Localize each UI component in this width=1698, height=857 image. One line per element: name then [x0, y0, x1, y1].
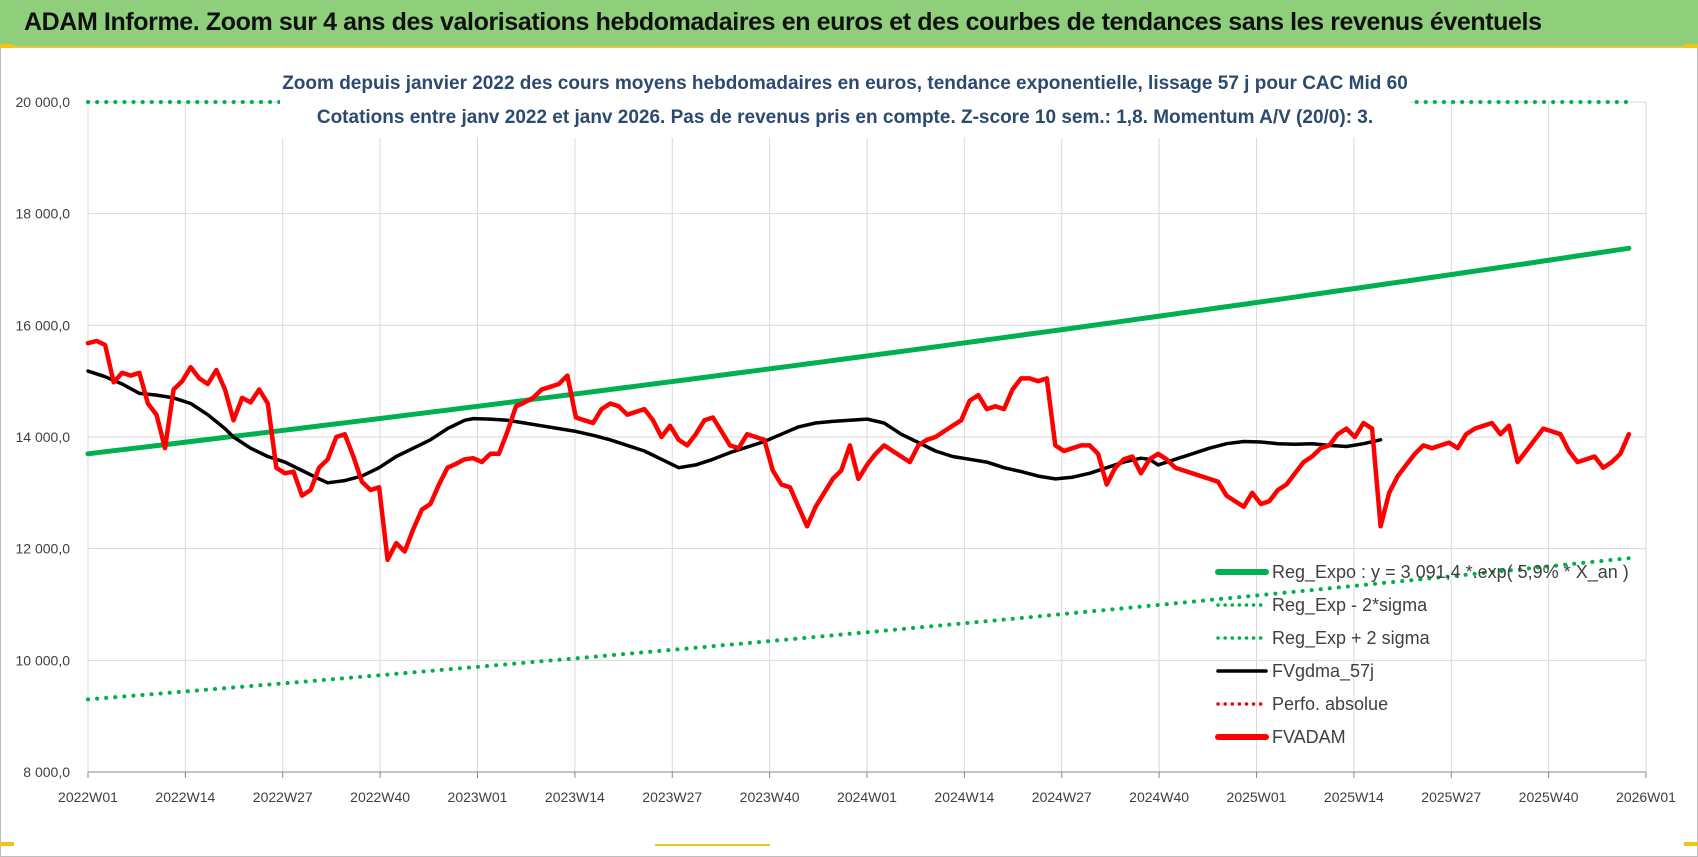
y-tick-label: 10 000,0: [16, 652, 71, 668]
legend-label: FVADAM: [1272, 727, 1346, 747]
x-tick-label: 2025W40: [1519, 789, 1579, 805]
x-tick-label: 2024W27: [1032, 789, 1092, 805]
y-tick-label: 14 000,0: [16, 429, 71, 445]
chart-subtitle-line1: Zoom depuis janvier 2022 des cours moyen…: [282, 73, 1408, 94]
x-tick-label: 2022W40: [350, 789, 410, 805]
y-tick-label: 16 000,0: [16, 317, 71, 333]
legend-label: Reg_Expo : y = 3 091,4 *.exp( 5,9% * X_a…: [1272, 562, 1629, 583]
corner-mark: [1684, 44, 1698, 48]
x-tick-label: 2025W01: [1227, 789, 1287, 805]
page-title: ADAM Informe. Zoom sur 4 ans des valoris…: [24, 8, 1542, 36]
y-tick-label: 20 000,0: [16, 94, 71, 110]
legend-label: Reg_Exp + 2 sigma: [1272, 628, 1431, 649]
band-lower-line: [86, 556, 1631, 702]
fvadam-line: [85, 338, 1632, 563]
legend-label: Perfo. absolue: [1272, 694, 1388, 714]
title-banner: ADAM Informe. Zoom sur 4 ans des valoris…: [0, 0, 1698, 48]
x-tick-label: 2023W27: [642, 789, 702, 805]
x-tick-label: 2023W01: [448, 789, 508, 805]
y-tick-label: 18 000,0: [16, 206, 71, 222]
x-tick-label: 2022W14: [155, 789, 215, 805]
axis-layer: 8 000,0 10 000,0 12 000,0 14 000,0 16 000,0 1…: [16, 94, 1677, 805]
corner-mark: [0, 842, 14, 846]
x-tick-label: 2024W01: [837, 789, 897, 805]
trend-line: [85, 245, 1632, 457]
legend-label: FVgdma_57j: [1272, 661, 1374, 682]
x-tick-label: 2024W40: [1129, 789, 1189, 805]
corner-mark: [0, 44, 14, 48]
y-tick-label: 8 000,0: [23, 764, 70, 780]
y-tick-label: 12 000,0: [16, 541, 71, 557]
subtitle-box: [280, 66, 1410, 138]
legend: Reg_Expo : y = 3 091,4 *.exp( 5,9% * X_a…: [1215, 562, 1629, 747]
corner-mark: [655, 844, 770, 846]
x-tick-label: 2025W14: [1324, 789, 1384, 805]
x-tick-label: 2026W01: [1616, 789, 1676, 805]
x-tick-label: 2022W01: [58, 789, 118, 805]
fvgdma-line: [86, 369, 1383, 485]
grid-layer: [87, 101, 1647, 773]
x-tick-label: 2022W27: [253, 789, 313, 805]
x-tick-label: 2023W14: [545, 789, 605, 805]
x-tick-label: 2024W14: [934, 789, 994, 805]
x-tick-label: 2025W27: [1421, 789, 1481, 805]
x-tick-label: 2023W40: [740, 789, 800, 805]
chart-subtitle-line2: Cotations entre janv 2022 et janv 2026. …: [317, 107, 1373, 128]
corner-mark: [1684, 842, 1698, 846]
legend-label: Reg_Exp - 2*sigma: [1272, 595, 1428, 616]
